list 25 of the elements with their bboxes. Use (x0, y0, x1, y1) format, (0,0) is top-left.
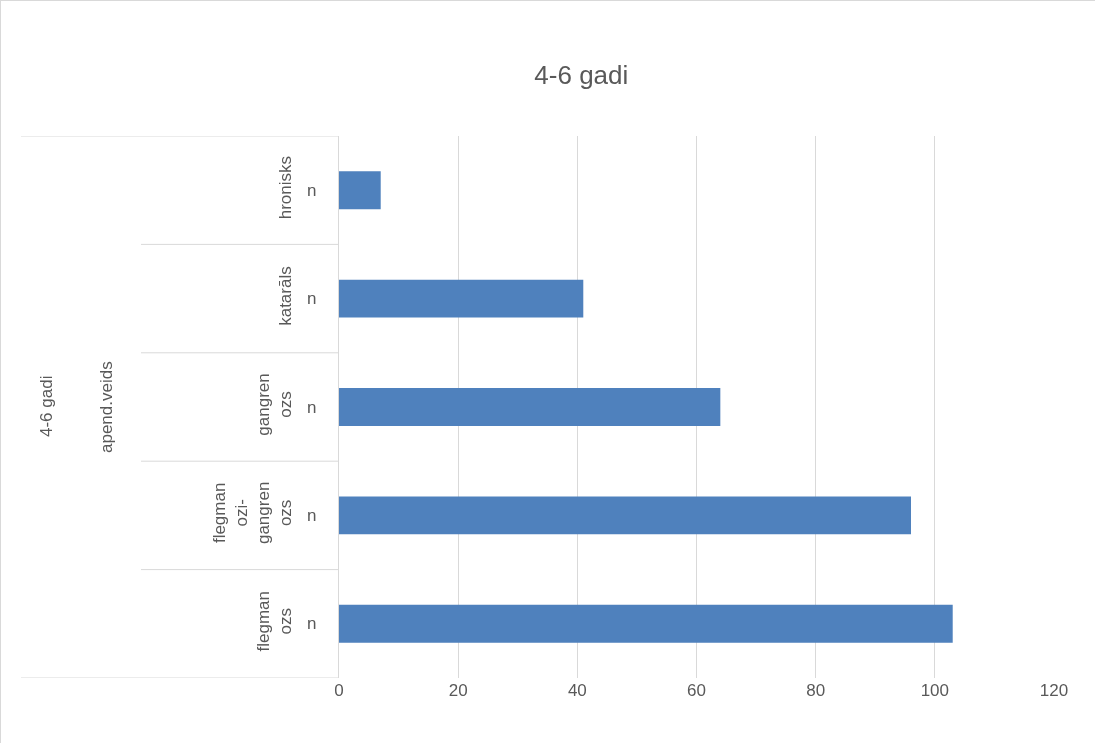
text: n (307, 181, 317, 200)
y-tick-label: hronisks (276, 155, 296, 220)
x-tick-label: 40 (567, 681, 587, 700)
text: apend.veids (97, 361, 116, 453)
x-tick-label: 60 (687, 681, 706, 700)
y-tick-label: flegmanozi-gangrenozs (209, 481, 296, 545)
bar (339, 279, 584, 318)
text: n (307, 289, 317, 308)
bar (339, 496, 911, 535)
chart-title: 4-6 gadi (534, 60, 629, 91)
bar (339, 171, 381, 210)
y-tick-label: flegmanozs (254, 591, 296, 652)
x-tick-label: 0 (334, 681, 344, 700)
y-tick-label: katarāls (276, 266, 296, 326)
x-tick-label: 120 (1039, 681, 1069, 700)
x-tick-label: 100 (920, 681, 950, 700)
bar (339, 388, 721, 426)
text: n (307, 398, 317, 417)
x-tick-label: 20 (448, 681, 468, 700)
text: n (307, 506, 317, 525)
x-tick-label: 80 (806, 681, 826, 700)
bar (339, 604, 953, 643)
text: n (307, 614, 317, 633)
y-tick-label: gangrenozs (254, 373, 296, 436)
text: 4-6 gadi (37, 375, 56, 437)
